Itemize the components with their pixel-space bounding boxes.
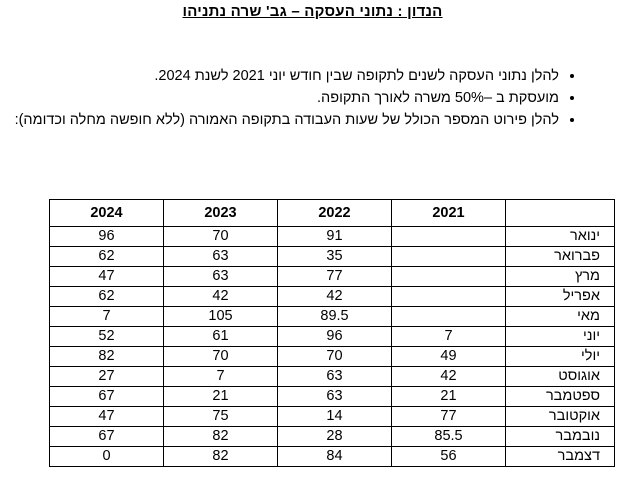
cell-2023: 75 <box>163 406 278 427</box>
cell-2022: 84 <box>277 446 392 467</box>
cell-month: יולי <box>505 346 615 367</box>
table-row: 27 7 63 42 אוגוסט <box>49 366 615 387</box>
cell-2022: 63 <box>277 366 392 387</box>
header-2024: 2024 <box>49 199 164 227</box>
cell-2021: 77 <box>391 406 506 427</box>
cell-2022: 42 <box>277 286 392 307</box>
cell-2023: 63 <box>163 246 278 267</box>
cell-2022: 28 <box>277 426 392 447</box>
cell-2024: 47 <box>49 406 164 427</box>
cell-2023: 42 <box>163 286 278 307</box>
cell-2022: 89.5 <box>277 306 392 327</box>
table-row: 0 82 84 56 דצמבר <box>49 446 615 467</box>
cell-2022: 96 <box>277 326 392 347</box>
cell-2024: 27 <box>49 366 164 387</box>
cell-2021: 85.5 <box>391 426 506 447</box>
cell-2021: 21 <box>391 386 506 407</box>
document-title: הנדון : נתוני העסקה – גב' שרה נתניהו <box>182 3 443 20</box>
cell-2022: 14 <box>277 406 392 427</box>
table-row: 52 61 96 7 יוני <box>49 326 615 347</box>
table-header-row: 2024 2023 2022 2021 <box>49 199 615 227</box>
cell-2021: 56 <box>391 446 506 467</box>
table-row: 96 70 91 ינואר <box>49 226 615 247</box>
cell-month: מרץ <box>505 266 615 287</box>
cell-2023: 70 <box>163 346 278 367</box>
table-row: 67 82 28 85.5 נובמבר <box>49 426 615 447</box>
cell-2021 <box>391 246 506 267</box>
cell-2021: 49 <box>391 346 506 367</box>
cell-month: דצמבר <box>505 446 615 467</box>
table-row: 62 42 42 אפריל <box>49 286 615 307</box>
cell-2024: 62 <box>49 246 164 267</box>
employment-hours-table: 2024 2023 2022 2021 96 70 91 ינואר 62 63 35 פבר… <box>49 199 615 467</box>
cell-2023: 82 <box>163 446 278 467</box>
cell-2023: 21 <box>163 386 278 407</box>
cell-month: אוגוסט <box>505 366 615 387</box>
cell-2024: 67 <box>49 426 164 447</box>
bullet-item: להלן נתוני העסקה לשנים לתקופה שבין חודש … <box>0 66 559 86</box>
cell-month: מאי <box>505 306 615 327</box>
header-2021: 2021 <box>391 199 506 227</box>
cell-2022: 91 <box>277 226 392 247</box>
cell-2022: 70 <box>277 346 392 367</box>
cell-2024: 47 <box>49 266 164 287</box>
table-body: 96 70 91 ינואר 62 63 35 פברואר 47 63 77 מרץ 62 42 42 אפ… <box>49 226 615 467</box>
cell-2021: 42 <box>391 366 506 387</box>
header-2022: 2022 <box>277 199 392 227</box>
cell-month: אוקטובר <box>505 406 615 427</box>
cell-2023: 70 <box>163 226 278 247</box>
table-row: 47 75 14 77 אוקטובר <box>49 406 615 427</box>
table-row: 82 70 70 49 יולי <box>49 346 615 367</box>
cell-month: פברואר <box>505 246 615 267</box>
cell-2024: 67 <box>49 386 164 407</box>
cell-2022: 63 <box>277 386 392 407</box>
cell-2024: 7 <box>49 306 164 327</box>
cell-2021 <box>391 286 506 307</box>
cell-2023: 82 <box>163 426 278 447</box>
cell-2021 <box>391 226 506 247</box>
cell-2023: 105 <box>163 306 278 327</box>
cell-2024: 62 <box>49 286 164 307</box>
cell-2023: 7 <box>163 366 278 387</box>
cell-month: נובמבר <box>505 426 615 447</box>
cell-2022: 77 <box>277 266 392 287</box>
bullet-item: מועסקת ב –50% משרה לאורך התקופה. <box>0 88 559 108</box>
cell-2024: 0 <box>49 446 164 467</box>
cell-month: יוני <box>505 326 615 347</box>
cell-month: אפריל <box>505 286 615 307</box>
cell-month: ינואר <box>505 226 615 247</box>
bullet-list: להלן נתוני העסקה לשנים לתקופה שבין חודש … <box>0 66 581 132</box>
cell-2021: 7 <box>391 326 506 347</box>
cell-2024: 82 <box>49 346 164 367</box>
table-row: 7 105 89.5 מאי <box>49 306 615 327</box>
cell-month: ספטמבר <box>505 386 615 407</box>
cell-2023: 61 <box>163 326 278 347</box>
header-2023: 2023 <box>163 199 278 227</box>
cell-2024: 96 <box>49 226 164 247</box>
table-row: 67 21 63 21 ספטמבר <box>49 386 615 407</box>
table-row: 47 63 77 מרץ <box>49 266 615 287</box>
cell-2024: 52 <box>49 326 164 347</box>
table-row: 62 63 35 פברואר <box>49 246 615 267</box>
cell-2021 <box>391 266 506 287</box>
cell-2021 <box>391 306 506 327</box>
cell-2023: 63 <box>163 266 278 287</box>
header-month <box>505 199 615 227</box>
bullet-item: להלן פירוט המספר הכולל של שעות העבודה בת… <box>0 110 559 130</box>
cell-2022: 35 <box>277 246 392 267</box>
